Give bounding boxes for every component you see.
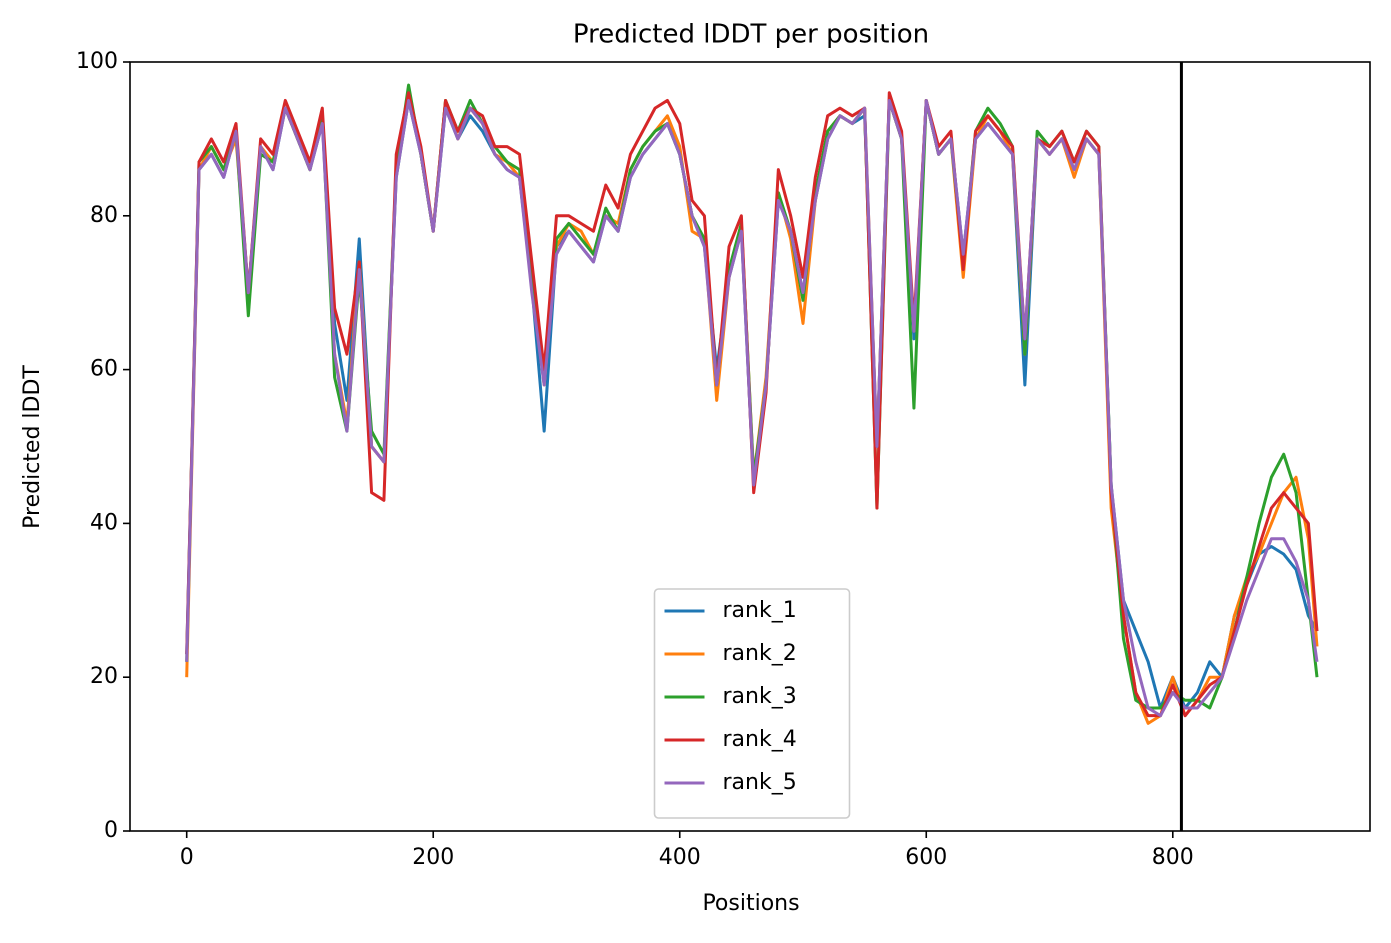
y-tick-label: 80 [90, 203, 118, 228]
x-tick-label: 800 [1152, 845, 1194, 870]
y-tick-label: 60 [90, 357, 118, 382]
legend-label: rank_1 [723, 598, 797, 623]
legend-label: rank_2 [723, 641, 797, 666]
x-tick-label: 0 [180, 845, 194, 870]
legend-label: rank_5 [723, 770, 797, 795]
series-line [185, 91, 1319, 718]
y-tick-label: 20 [90, 664, 118, 689]
legend-label: rank_4 [723, 727, 797, 752]
x-tick-label: 400 [659, 845, 701, 870]
x-tick-label: 200 [412, 845, 454, 870]
y-axis-label: Predicted lDDT [20, 365, 45, 529]
x-tick-label: 600 [905, 845, 947, 870]
series-line [185, 98, 1319, 718]
y-tick-label: 100 [76, 49, 118, 74]
y-tick-label: 40 [90, 510, 118, 535]
chart-title: Predicted lDDT per position [573, 20, 929, 50]
x-axis-label: Positions [702, 891, 799, 916]
legend-label: rank_3 [723, 684, 797, 709]
legend-box [653, 588, 851, 819]
plot-frame [129, 61, 1371, 832]
y-tick-label: 0 [104, 818, 118, 843]
